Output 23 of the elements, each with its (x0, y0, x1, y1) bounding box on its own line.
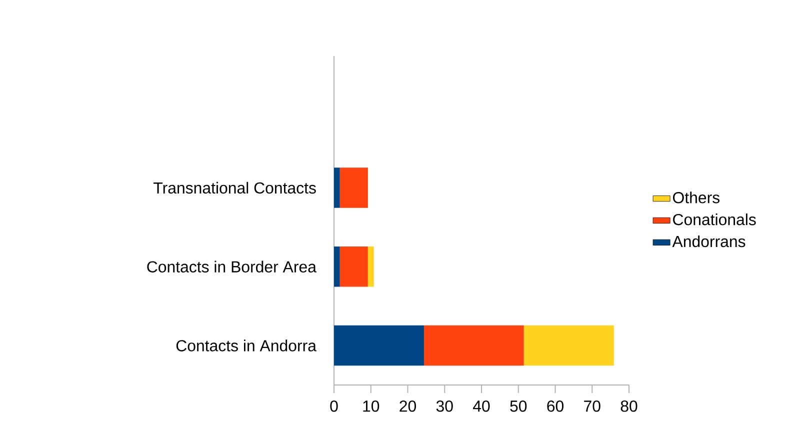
y-tick-label: Contacts in Andorra (176, 340, 316, 352)
bar (424, 325, 524, 366)
bar (334, 168, 340, 208)
legend-label: Others (672, 192, 720, 204)
bar (334, 246, 340, 287)
bar (340, 246, 368, 287)
x-tick-label: 40 (473, 400, 490, 412)
bar (368, 246, 374, 287)
x-tick-label: 30 (436, 400, 453, 412)
y-tick-label: Transnational Contacts (154, 182, 316, 194)
x-tick-label: 10 (363, 400, 380, 412)
legend-label: Andorrans (672, 235, 746, 248)
x-tick-label: 70 (584, 400, 600, 412)
bar (334, 325, 424, 366)
x-tick-label: 0 (330, 400, 338, 412)
legend-label: Conationals (673, 214, 756, 226)
x-tick-label: 80 (620, 400, 638, 412)
bar (340, 168, 368, 208)
x-tick-label: 50 (510, 400, 527, 412)
y-tick-label: Contacts in Border Area (147, 260, 316, 272)
x-tick-label: 20 (400, 400, 416, 412)
bar (524, 325, 614, 366)
x-tick-label: 60 (547, 400, 564, 412)
